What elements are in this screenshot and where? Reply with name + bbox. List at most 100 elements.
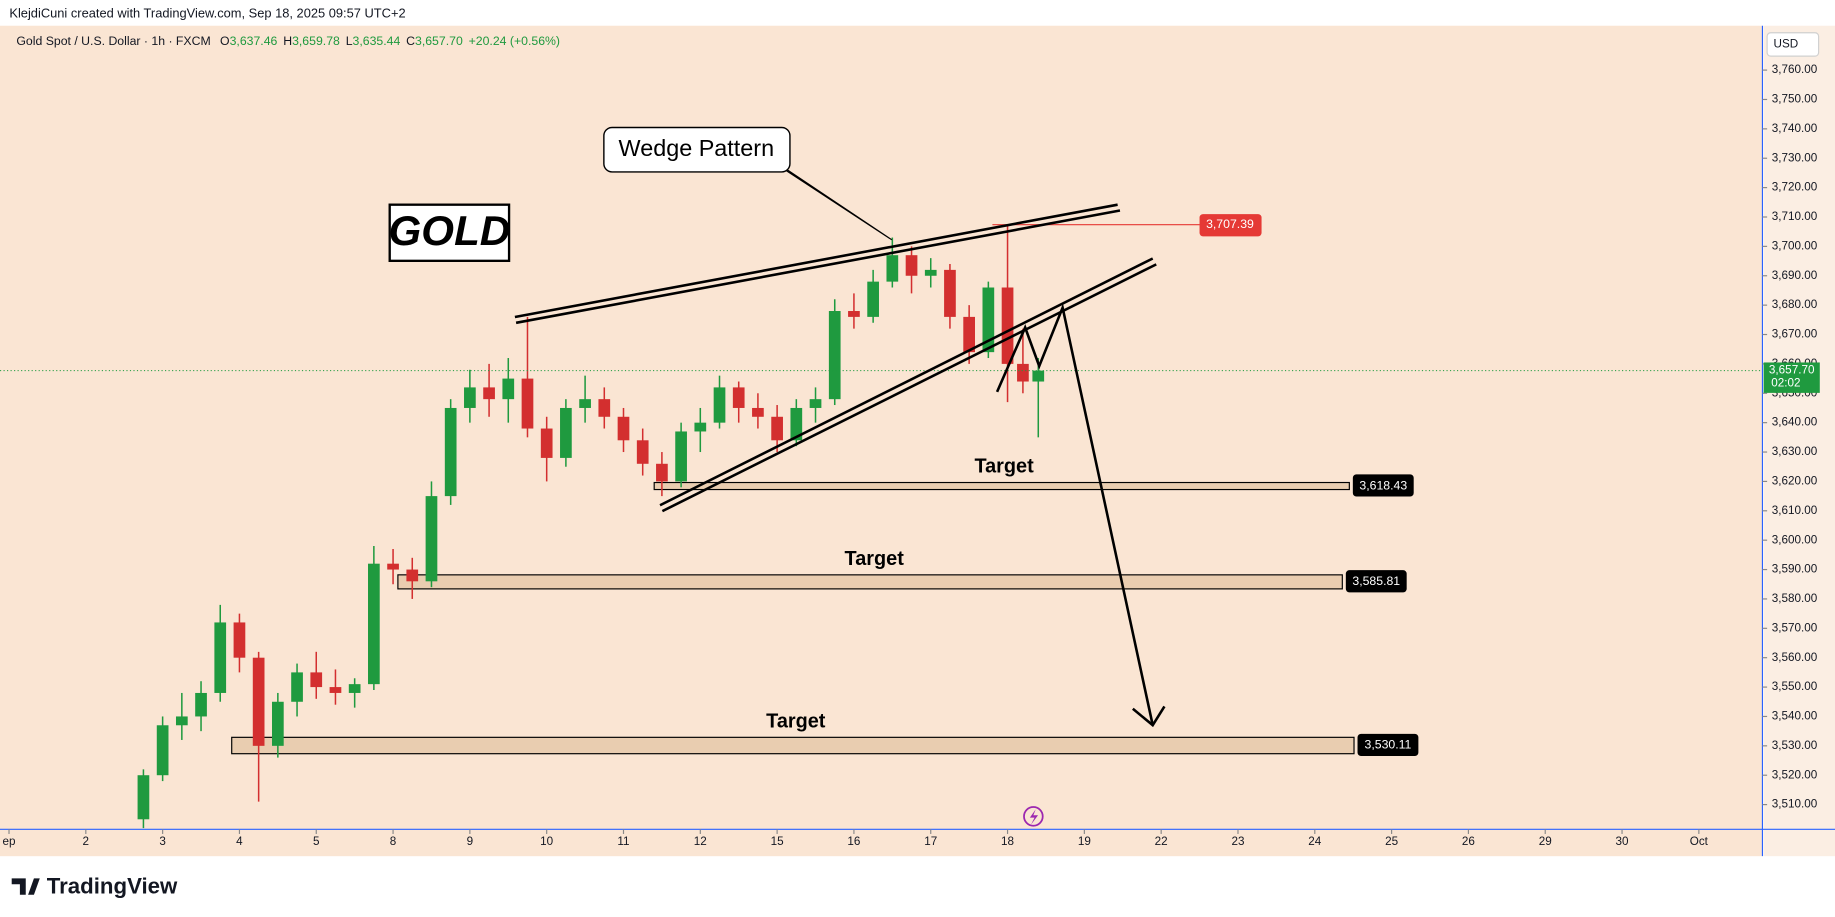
- candle-body: [291, 672, 303, 702]
- candle-body: [502, 378, 515, 400]
- x-tick-label: 4: [236, 835, 243, 848]
- candle-body: [540, 428, 553, 458]
- wedge-line: [661, 263, 1157, 513]
- logo-mark: [11, 878, 40, 895]
- y-tick-label: 3,550.00: [1772, 680, 1818, 693]
- y-tick-label: 3,760.00: [1772, 63, 1818, 76]
- high-tag-label: 3,707.39: [1206, 217, 1254, 231]
- candle-body: [828, 311, 841, 400]
- candle-body: [790, 407, 803, 441]
- logo-text: TradingView: [47, 874, 178, 899]
- event-icon[interactable]: [1023, 806, 1044, 827]
- title-box: [388, 203, 511, 262]
- x-tick-label: 25: [1385, 835, 1399, 848]
- price-tag: [1352, 474, 1414, 497]
- x-tick-label: 26: [1462, 835, 1475, 848]
- candle-body: [406, 569, 419, 582]
- countdown: 02:02: [1771, 377, 1800, 390]
- x-tick-label: 10: [540, 835, 554, 848]
- y-tick-label: 3,710.00: [1772, 210, 1818, 223]
- y-tick-label: 3,690.00: [1772, 269, 1818, 282]
- candle-body: [905, 255, 918, 276]
- price-tag-label: 3,618.43: [1359, 478, 1407, 492]
- currency-box[interactable]: [1766, 32, 1820, 57]
- candle-body: [521, 378, 534, 429]
- x-tick-label: 8: [390, 835, 397, 848]
- y-tick-label: 3,590.00: [1772, 563, 1818, 576]
- ohlc-value: 3,657.70: [415, 34, 463, 48]
- attribution: KlejdiCuni created with TradingView.com,…: [9, 5, 405, 20]
- candle-body: [252, 657, 265, 746]
- wedge-line: [659, 257, 1154, 507]
- x-tick-label: 22: [1155, 835, 1168, 848]
- y-tick-label: 3,730.00: [1772, 151, 1818, 164]
- y-tick-label: 3,720.00: [1772, 181, 1818, 194]
- y-tick-label: 3,750.00: [1772, 93, 1818, 106]
- candle-body: [310, 672, 323, 688]
- y-tick-label: 3,520.00: [1772, 768, 1818, 781]
- chart-title: GOLD: [389, 207, 511, 254]
- candle-body: [137, 775, 150, 820]
- y-tick-label: 3,740.00: [1772, 122, 1818, 135]
- symbol: Gold Spot / U.S. Dollar · 1h · FXCM: [16, 34, 210, 48]
- candle-body: [1001, 287, 1014, 364]
- target-zone: [231, 736, 1355, 755]
- x-tick-label: 5: [313, 835, 320, 848]
- ohlc-key: L: [346, 34, 353, 48]
- y-tick-label: 3,700.00: [1772, 239, 1818, 252]
- y-tick-label: 3,600.00: [1772, 533, 1818, 546]
- x-tick-label: 23: [1231, 835, 1244, 848]
- candle-body: [598, 399, 611, 417]
- ohlc-value: 3,659.78: [292, 34, 340, 48]
- target-zone: [653, 481, 1350, 491]
- y-tick-label: 3,680.00: [1772, 298, 1818, 311]
- x-tick-label: Oct: [1690, 835, 1709, 848]
- candles: Target 3,618.43 Target 3,585.81 Target 3,530.…: [0, 214, 1820, 829]
- drawings: [514, 165, 1166, 728]
- candle-body: [368, 563, 380, 685]
- price-tag-label: 3,585.81: [1352, 574, 1400, 588]
- target-label: Target: [766, 710, 826, 732]
- candle-body: [464, 387, 476, 408]
- x-tick-label: 24: [1308, 835, 1322, 848]
- projection-arrow: [995, 303, 1154, 726]
- candle-body: [886, 255, 899, 282]
- candle-body: [387, 563, 399, 570]
- change: +20.24 (+0.56%): [469, 34, 560, 48]
- candle-body: [867, 281, 879, 317]
- x-tick-label: 17: [924, 835, 937, 848]
- candle-body: [560, 407, 572, 458]
- event-icon: [1029, 809, 1039, 825]
- candle-body: [425, 496, 438, 582]
- x-tick-label: 19: [1078, 835, 1091, 848]
- x-tick-label: 16: [847, 835, 860, 848]
- x-tick-label: ep: [3, 835, 17, 848]
- candle-body: [636, 440, 649, 464]
- candle-body: [233, 622, 246, 658]
- candle-body: [694, 422, 707, 432]
- candle-body: [1017, 363, 1029, 382]
- candle-body: [444, 407, 457, 497]
- price-tag: [1345, 570, 1407, 593]
- x-tick-label: 15: [771, 835, 785, 848]
- price-axis: [1763, 25, 1835, 857]
- y-tick-label: 3,580.00: [1772, 592, 1818, 605]
- ohlc-key: C: [406, 34, 415, 48]
- candle-body: [348, 684, 361, 693]
- ohlc-key: H: [283, 34, 292, 48]
- legend-text: Gold Spot / U.S. Dollar · 1h · FXCM O3,63…: [16, 34, 560, 48]
- candle-body: [483, 387, 495, 400]
- candle-body: [675, 431, 687, 482]
- candle-body: [809, 399, 822, 408]
- pattern-label: Wedge Pattern: [619, 135, 775, 161]
- candle-body: [1032, 370, 1045, 382]
- candle-body: [713, 387, 726, 423]
- plot-area: [0, 25, 1763, 857]
- arrow-head: [1132, 705, 1166, 728]
- ohlc-value: 3,635.44: [353, 34, 401, 48]
- candle-body: [963, 316, 975, 353]
- candle-body: [732, 387, 745, 408]
- x-tick-label: 12: [694, 835, 707, 848]
